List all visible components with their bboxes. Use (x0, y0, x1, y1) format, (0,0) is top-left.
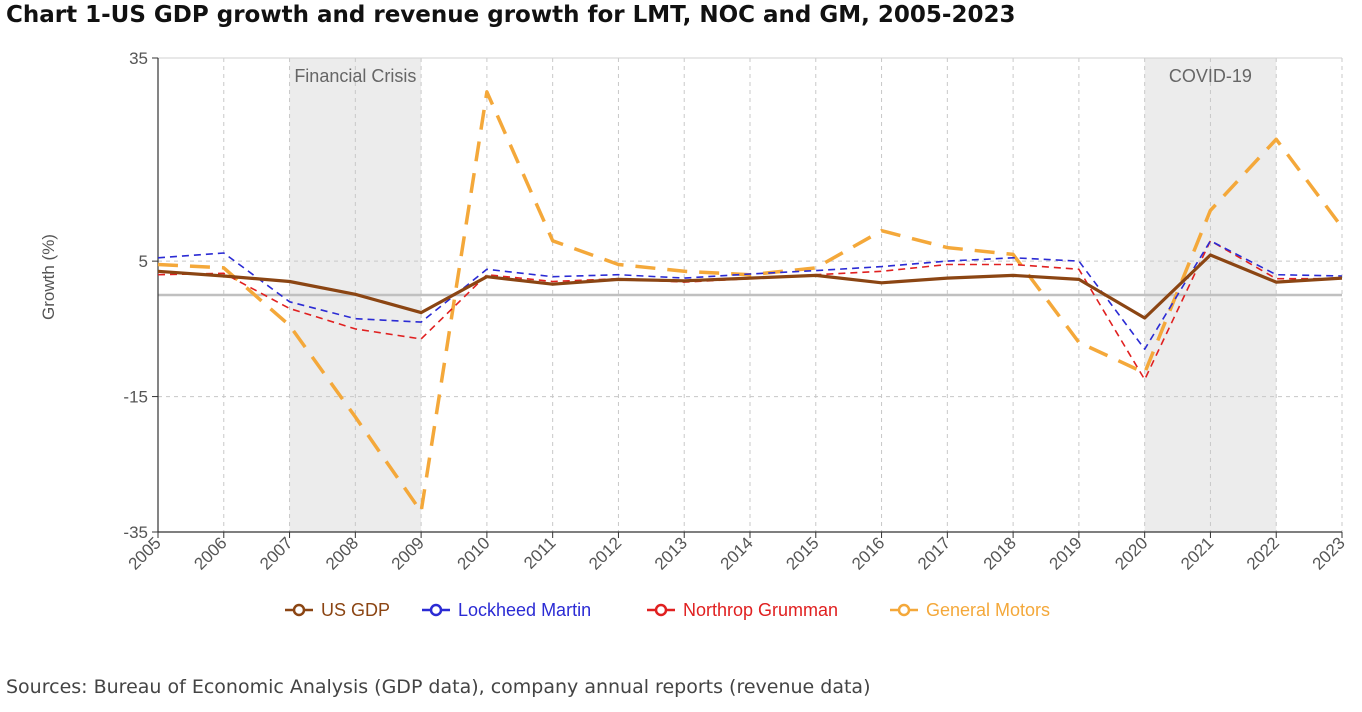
shaded-region-label-2: COVID-19 (1169, 66, 1252, 86)
x-tick-label-2017: 2017 (914, 533, 954, 573)
series-line-northrop-grumman (157, 240, 1342, 381)
y-axis-title: Growth (%) (39, 234, 58, 320)
x-tick-label-2018: 2018 (980, 533, 1020, 573)
x-tick-label-2015: 2015 (782, 533, 822, 573)
x-tick-label-2016: 2016 (848, 533, 888, 573)
legend-marker-us-gdp (292, 603, 306, 617)
legend-marker-northrop-grumman (654, 603, 668, 617)
shaded-region-label-1: Financial Crisis (294, 66, 416, 86)
series-line-us-gdp (157, 253, 1343, 320)
chart-title: Chart 1-US GDP growth and revenue growth… (6, 2, 1016, 28)
source-note: Sources: Bureau of Economic Analysis (GD… (6, 676, 871, 698)
x-tick-label-2022: 2022 (1243, 533, 1283, 573)
x-tick-label-2014: 2014 (717, 533, 757, 573)
y-tick-label--35: -35 (123, 523, 148, 542)
x-tick-label-2007: 2007 (256, 533, 296, 573)
x-tick-label-2012: 2012 (585, 533, 625, 573)
x-tick-label-2006: 2006 (190, 533, 230, 573)
legend-marker-general-motors (897, 603, 911, 617)
x-tick-label-2021: 2021 (1177, 533, 1217, 573)
x-tick-label-2011: 2011 (520, 533, 559, 572)
legend-label-general-motors: General Motors (926, 600, 1050, 620)
x-tick-label-2020: 2020 (1111, 533, 1151, 573)
legend-marker-lockheed-martin (429, 603, 443, 617)
x-tick-label-2010: 2010 (454, 533, 494, 573)
y-tick-label--15: -15 (123, 388, 148, 407)
series-line-lockheed-martin (157, 240, 1343, 351)
x-tick-label-2019: 2019 (1046, 533, 1086, 573)
legend-label-northrop-grumman: Northrop Grumman (683, 600, 838, 620)
x-tick-label-2008: 2008 (322, 533, 362, 573)
x-tick-label-2023: 2023 (1309, 533, 1349, 573)
legend-label-us-gdp: US GDP (321, 600, 390, 620)
line-chart: 35 5 -15 -35 2005 2006 2007 2008 2009 2010 2011 201… (0, 40, 1362, 670)
legend-label-lockheed-martin: Lockheed Martin (458, 600, 591, 620)
x-tick-label-2009: 2009 (388, 533, 428, 573)
y-tick-label-35: 35 (129, 49, 148, 68)
y-tick-label-5: 5 (139, 252, 148, 271)
x-tick-label-2013: 2013 (651, 533, 691, 573)
